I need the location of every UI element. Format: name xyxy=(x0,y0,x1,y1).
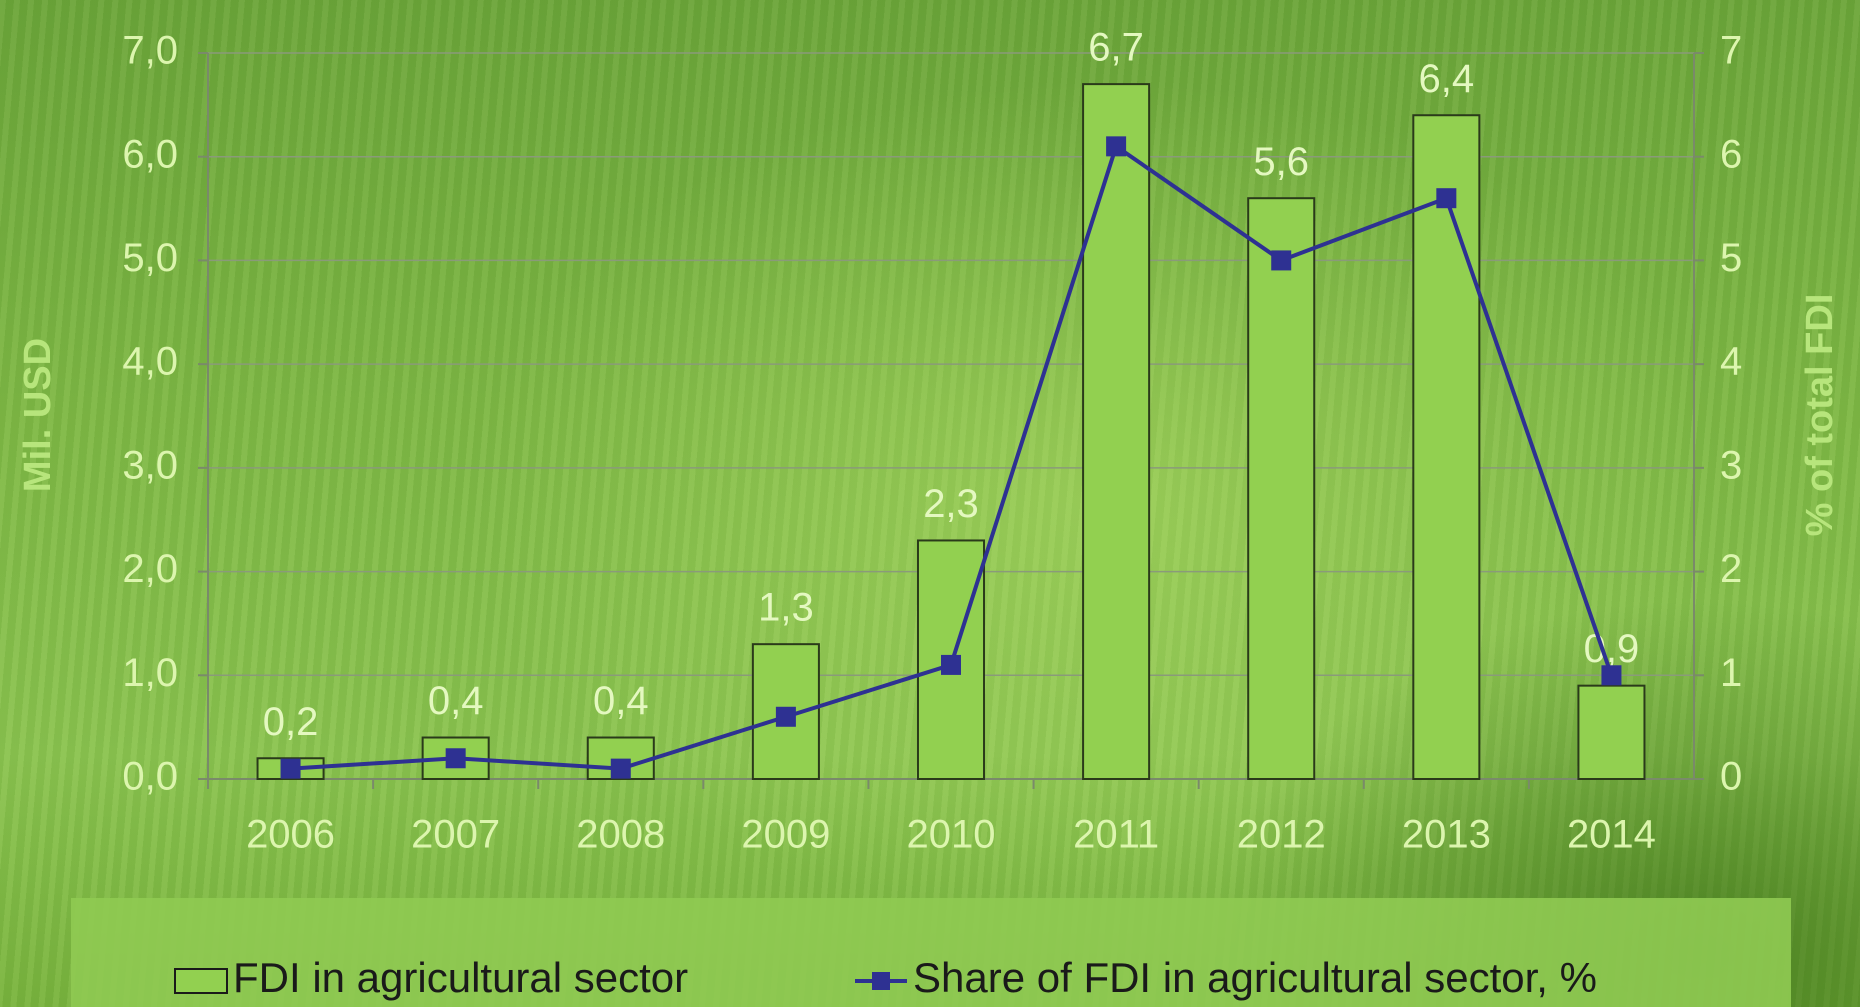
value-label: 0,4 xyxy=(593,679,649,723)
x-tick-label: 2009 xyxy=(741,813,830,857)
y-tick-label: 1,0 xyxy=(122,651,178,695)
y2-tick-label: 2 xyxy=(1720,547,1742,591)
legend-label: Share of FDI in agricultural sector, % xyxy=(913,954,1597,1001)
y2-tick-label: 7 xyxy=(1720,29,1742,73)
y-tick-label: 7,0 xyxy=(122,29,178,73)
x-tick-label: 2006 xyxy=(246,813,335,857)
y2-axis-title: % of total FDI xyxy=(1799,294,1841,537)
y2-tick-label: 6 xyxy=(1720,132,1742,176)
y-tick-label: 4,0 xyxy=(122,340,178,384)
y-tick-label: 0,0 xyxy=(122,755,178,799)
bar xyxy=(1577,684,1646,781)
bar xyxy=(1247,197,1316,780)
y2-tick-label: 1 xyxy=(1720,651,1742,695)
line-marker xyxy=(445,748,466,769)
bar xyxy=(1082,83,1151,781)
y2-tick-label: 0 xyxy=(1720,755,1742,799)
line-marker xyxy=(280,758,301,779)
value-label: 1,3 xyxy=(758,586,814,630)
line-marker xyxy=(610,758,631,779)
value-label: 6,7 xyxy=(1088,26,1144,70)
y-axis-title: Mil. USD xyxy=(17,338,59,492)
legend-box xyxy=(71,898,1791,1007)
y-tick-label: 2,0 xyxy=(122,547,178,591)
line-marker xyxy=(775,706,796,727)
bar xyxy=(1412,114,1481,780)
x-tick-label: 2007 xyxy=(411,813,500,857)
line-marker xyxy=(1271,250,1292,271)
value-label: 0,9 xyxy=(1584,627,1640,671)
x-tick-label: 2014 xyxy=(1567,813,1656,857)
y-tick-label: 5,0 xyxy=(122,236,178,280)
x-tick-label: 2008 xyxy=(576,813,665,857)
x-tick-label: 2010 xyxy=(907,813,996,857)
line-marker xyxy=(941,654,961,675)
y-tick-label: 3,0 xyxy=(122,443,178,487)
legend-label: FDI in agricultural sector xyxy=(233,954,688,1001)
value-label: 6,4 xyxy=(1419,57,1475,101)
y2-tick-label: 4 xyxy=(1720,340,1742,384)
y2-tick-label: 3 xyxy=(1720,443,1742,487)
line-marker xyxy=(1106,136,1127,157)
legend-swatch xyxy=(174,968,228,994)
value-label: 0,2 xyxy=(263,700,319,744)
value-label: 2,3 xyxy=(923,482,979,526)
x-tick-label: 2013 xyxy=(1402,813,1491,857)
line-marker xyxy=(1601,665,1622,686)
x-tick-label: 2012 xyxy=(1237,813,1326,857)
legend-swatch xyxy=(872,972,890,990)
value-label: 5,6 xyxy=(1253,140,1309,184)
line-marker xyxy=(1436,188,1457,209)
y-tick-label: 6,0 xyxy=(122,132,178,176)
x-tick-label: 2011 xyxy=(1073,813,1159,857)
y2-tick-label: 5 xyxy=(1720,236,1742,280)
value-label: 0,4 xyxy=(428,679,484,723)
